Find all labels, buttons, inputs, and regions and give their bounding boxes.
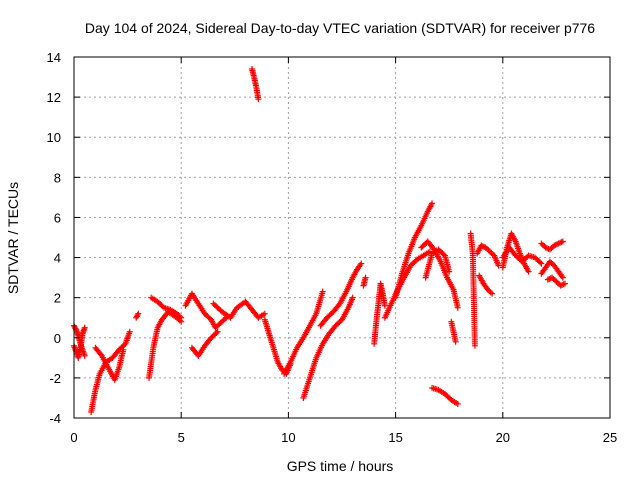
- y-tick-label: 12: [47, 90, 61, 105]
- series-arc-05: [133, 310, 142, 321]
- series-arc-15: [317, 260, 365, 329]
- data-point-marker: [471, 342, 478, 349]
- data-point-marker: [454, 304, 461, 311]
- data-point-marker: [135, 310, 142, 317]
- series-arc-28: [499, 244, 545, 267]
- series-arc-13: [281, 288, 326, 377]
- series-arc-07: [148, 294, 185, 321]
- data-point-marker: [560, 281, 567, 288]
- y-tick-label: 6: [54, 210, 61, 225]
- y-tick-label: 8: [54, 170, 61, 185]
- data-point-marker: [120, 346, 127, 353]
- data-point-marker: [335, 302, 342, 309]
- x-tick-label: 20: [496, 430, 510, 445]
- series-arc-19: [392, 200, 436, 301]
- y-tick-label: 14: [47, 50, 61, 65]
- series-arc-11: [248, 66, 262, 103]
- series-arc-04: [92, 344, 127, 383]
- data-point-marker: [358, 260, 365, 267]
- series-arc-24: [467, 230, 478, 349]
- data-point-marker: [362, 274, 369, 281]
- data-point-marker: [561, 280, 568, 287]
- y-tick-label: 2: [54, 291, 61, 306]
- series-arc-21: [422, 246, 453, 281]
- series-arc-09: [188, 328, 221, 359]
- series-arc-14: [300, 294, 356, 401]
- data-point-marker: [559, 238, 566, 245]
- data-point-marker: [81, 352, 88, 359]
- axis-ticks: [73, 56, 611, 419]
- x-tick-label: 5: [178, 430, 185, 445]
- y-tick-label: 0: [54, 331, 61, 346]
- series-arc-31: [544, 274, 568, 289]
- data-point-marker: [97, 351, 104, 358]
- series-arc-06: [146, 308, 185, 381]
- data-points: [71, 66, 568, 415]
- data-point-marker: [559, 274, 566, 281]
- data-point-marker: [537, 259, 544, 266]
- data-point-marker: [319, 288, 326, 295]
- plot-frame: [73, 56, 611, 419]
- x-tick-labels: 0 5 10 15 20 25: [70, 430, 617, 445]
- series-arc-17: [371, 280, 388, 347]
- data-point-marker: [538, 260, 545, 267]
- data-point-marker: [72, 325, 79, 332]
- data-point-marker: [214, 328, 221, 335]
- series-arc-22: [429, 384, 461, 407]
- data-point-marker: [126, 328, 133, 335]
- data-point-marker: [525, 268, 532, 275]
- series-arc-25: [474, 242, 502, 269]
- data-point-marker: [452, 338, 459, 345]
- series-arc-29: [538, 238, 566, 253]
- data-point-marker: [261, 310, 268, 317]
- data-point-marker: [446, 268, 453, 275]
- data-point-marker: [213, 329, 220, 336]
- data-point-marker: [178, 314, 185, 321]
- series-arc-30: [538, 258, 566, 281]
- x-tick-label: 0: [70, 430, 77, 445]
- chart-title: Day 104 of 2024, Sidereal Day-to-day VTE…: [85, 20, 595, 36]
- data-point-marker: [81, 324, 88, 331]
- y-axis-title: SDTVAR / TECUs: [5, 182, 21, 294]
- x-axis-title: GPS time / hours: [287, 458, 394, 474]
- series-arc-23: [448, 318, 459, 345]
- data-point-marker: [429, 200, 436, 207]
- grid-lines: [74, 57, 610, 418]
- y-tick-label: -4: [49, 411, 61, 426]
- data-point-marker: [134, 312, 141, 319]
- y-tick-label: 10: [47, 130, 61, 145]
- y-tick-label: 4: [54, 251, 61, 266]
- series-arc-26: [476, 272, 496, 297]
- data-point-marker: [381, 302, 388, 309]
- y-tick-label: -2: [49, 371, 61, 386]
- x-tick-label: 15: [388, 430, 402, 445]
- data-point-marker: [349, 294, 356, 301]
- y-tick-labels: -4 -2 0 2 4 6 8 10 12 14: [47, 50, 61, 426]
- data-point-marker: [489, 290, 496, 297]
- data-point-marker: [255, 96, 262, 103]
- x-tick-label: 25: [603, 430, 617, 445]
- series-arc-16: [360, 274, 369, 289]
- series-arc-10: [210, 298, 268, 321]
- series-arc-08: [182, 290, 230, 331]
- data-point-marker: [454, 400, 461, 407]
- x-tick-label: 10: [281, 430, 295, 445]
